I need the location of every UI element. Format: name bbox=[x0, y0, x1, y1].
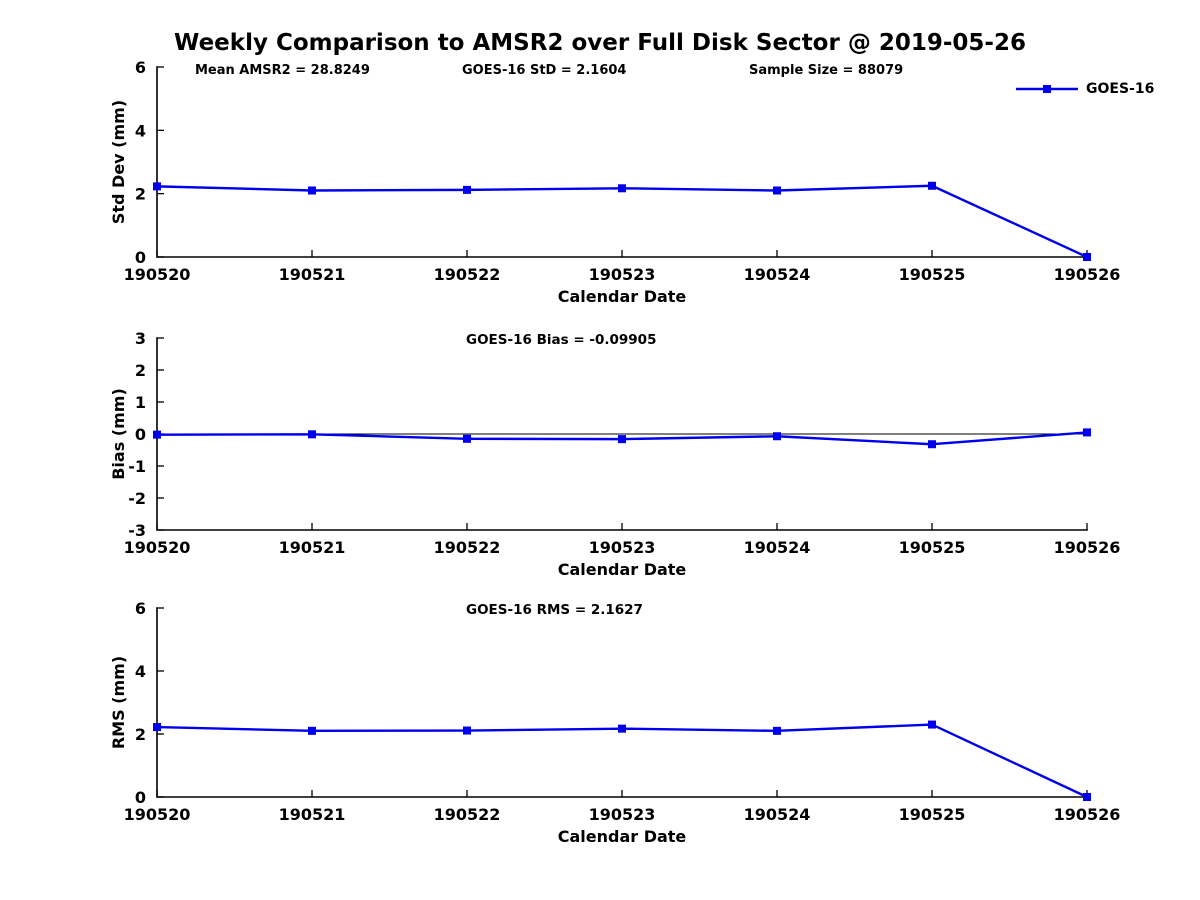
y-tick-label: 6 bbox=[135, 599, 146, 618]
goes16-marker bbox=[153, 430, 161, 439]
goes16-marker bbox=[463, 726, 471, 735]
y-axis-label: RMS (mm) bbox=[109, 656, 128, 749]
y-tick-label: -3 bbox=[128, 521, 146, 540]
x-tick-label: 190521 bbox=[279, 538, 346, 557]
legend: GOES-16 bbox=[1016, 81, 1154, 97]
goes16-marker bbox=[153, 723, 161, 732]
y-tick-label: -2 bbox=[128, 489, 146, 508]
chart-stat-label: GOES-16 Bias = -0.09905 bbox=[466, 332, 656, 348]
x-axis-label: Calendar Date bbox=[558, 287, 687, 306]
stddev-chart: 0 2 4 6 190520 190521 190522 190523 190524 190525… bbox=[109, 58, 1120, 306]
goes16-marker bbox=[1083, 253, 1091, 261]
figure-title: Weekly Comparison to AMSR2 over Full Dis… bbox=[174, 30, 1026, 56]
y-tick-label: 0 bbox=[135, 425, 146, 444]
x-tick-label: 190521 bbox=[279, 265, 346, 284]
chart-stat-label: GOES-16 RMS = 2.1627 bbox=[466, 602, 643, 618]
x-tick-label: 190525 bbox=[899, 538, 966, 557]
y-axis-label: Bias (mm) bbox=[109, 388, 128, 480]
y-tick-label: 4 bbox=[135, 121, 146, 140]
x-tick-label: 190520 bbox=[124, 805, 191, 824]
x-tick-label: 190522 bbox=[434, 805, 501, 824]
y-tick-label: 2 bbox=[135, 725, 146, 744]
x-tick-label: 190521 bbox=[279, 805, 346, 824]
y-tick-label: -1 bbox=[128, 457, 146, 476]
x-tick-label: 190525 bbox=[899, 805, 966, 824]
x-tick-label: 190525 bbox=[899, 265, 966, 284]
x-tick-label: 190526 bbox=[1054, 805, 1121, 824]
goes16-marker bbox=[618, 184, 626, 193]
axis-lines bbox=[156, 607, 1088, 798]
goes16-marker bbox=[928, 720, 936, 729]
goes16-marker bbox=[463, 185, 471, 194]
y-tick-label: 3 bbox=[135, 329, 146, 348]
legend-label: GOES-16 bbox=[1086, 81, 1155, 97]
y-tick-label: 1 bbox=[135, 393, 146, 412]
goes16-marker bbox=[618, 724, 626, 733]
y-axis-label: Std Dev (mm) bbox=[109, 100, 128, 224]
x-tick-label: 190520 bbox=[124, 538, 191, 557]
annotation-mean-amsr2: Mean AMSR2 = 28.8249 bbox=[195, 63, 370, 78]
goes16-marker bbox=[773, 186, 781, 195]
x-axis-label: Calendar Date bbox=[558, 560, 687, 579]
x-tick-label: 190524 bbox=[744, 805, 811, 824]
x-tick-label: 190520 bbox=[124, 265, 191, 284]
goes16-marker bbox=[308, 430, 316, 439]
x-axis-label: Calendar Date bbox=[558, 827, 687, 846]
annotation-goes16-std: GOES-16 StD = 2.1604 bbox=[462, 63, 627, 78]
goes16-marker bbox=[773, 432, 781, 441]
goes16-marker bbox=[928, 440, 936, 449]
goes16-marker bbox=[773, 726, 781, 735]
goes16-marker bbox=[153, 182, 161, 191]
goes16-marker bbox=[308, 186, 316, 195]
x-tick-label: 190523 bbox=[589, 805, 656, 824]
y-tick-label: 2 bbox=[135, 185, 146, 204]
x-tick-label: 190526 bbox=[1054, 265, 1121, 284]
legend-line-marker-icon bbox=[1016, 85, 1078, 93]
x-tick-label: 190526 bbox=[1054, 538, 1121, 557]
axis-lines bbox=[156, 66, 1088, 258]
goes16-marker bbox=[1083, 428, 1091, 437]
x-tick-label: 190523 bbox=[589, 265, 656, 284]
y-tick-label: 2 bbox=[135, 361, 146, 380]
goes16-marker bbox=[463, 434, 471, 443]
x-tick-label: 190523 bbox=[589, 538, 656, 557]
x-tick-label: 190524 bbox=[744, 265, 811, 284]
goes16-line bbox=[156, 184, 1088, 259]
bias-chart: -3 -2 -1 0 1 2 3 190520 190521 190522 190523 190524… bbox=[109, 329, 1120, 579]
annotation-sample-size: Sample Size = 88079 bbox=[749, 63, 904, 78]
goes16-marker bbox=[308, 726, 316, 735]
rms-chart: 0 2 4 6 190520 190521 190522 190523 190524 190525… bbox=[109, 599, 1120, 846]
x-tick-label: 190522 bbox=[434, 538, 501, 557]
goes16-marker bbox=[1083, 793, 1091, 801]
y-tick-label: 0 bbox=[135, 248, 146, 267]
goes16-line bbox=[156, 723, 1088, 799]
goes16-marker bbox=[928, 181, 936, 190]
x-tick-label: 190524 bbox=[744, 538, 811, 557]
y-tick-label: 0 bbox=[135, 788, 146, 807]
y-tick-label: 4 bbox=[135, 662, 146, 681]
goes16-marker bbox=[618, 435, 626, 444]
y-tick-label: 6 bbox=[135, 58, 146, 77]
x-tick-label: 190522 bbox=[434, 265, 501, 284]
